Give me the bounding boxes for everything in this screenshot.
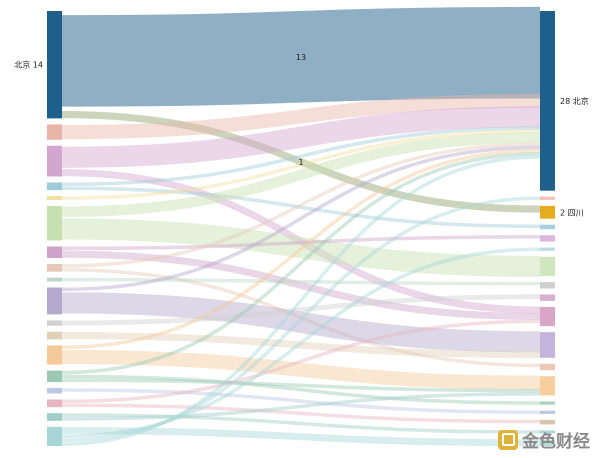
right-node <box>540 11 555 191</box>
flow-link <box>61 196 541 443</box>
flow-link <box>61 319 541 404</box>
flow-link <box>61 374 541 405</box>
flow-link <box>61 294 541 326</box>
left-node <box>47 331 62 340</box>
left-node <box>47 320 62 326</box>
flow-link <box>61 155 541 446</box>
flow-link <box>61 413 541 434</box>
right-node <box>540 294 555 301</box>
right-node <box>540 332 555 358</box>
flow-link <box>61 151 541 375</box>
left-node <box>47 370 62 383</box>
right-node <box>540 363 555 371</box>
right-node <box>540 401 555 405</box>
right-node <box>540 205 555 219</box>
left-node <box>47 124 62 140</box>
flow-link <box>61 218 541 278</box>
right-node-label: 2 四川 <box>560 208 584 217</box>
flow-link <box>61 142 541 268</box>
flow-layer <box>61 6 541 447</box>
flow-link <box>61 6 541 107</box>
flow-link <box>61 106 541 168</box>
flow-link <box>61 427 541 447</box>
left-node <box>47 413 62 421</box>
flow-link <box>61 378 541 393</box>
flow-link <box>61 129 541 200</box>
right-node <box>540 256 555 277</box>
left-node <box>47 345 62 365</box>
right-node <box>540 196 555 200</box>
right-node <box>540 430 555 434</box>
flow-link <box>61 93 541 140</box>
flow-link <box>61 126 541 187</box>
right-node <box>540 224 555 230</box>
flow-link <box>61 392 541 421</box>
flow-link <box>61 267 541 368</box>
watermark: 金色财经 <box>498 427 590 452</box>
label-layer: 13 1 北京 14 28 北京 2 四川 <box>14 53 588 217</box>
right-node <box>540 376 555 396</box>
flow-link <box>61 186 541 229</box>
flow-link <box>61 292 541 353</box>
flow-value-label: 13 <box>296 53 306 62</box>
left-node <box>47 388 62 394</box>
left-node <box>47 277 62 282</box>
left-node <box>47 205 62 241</box>
flow-link <box>61 148 541 350</box>
flow-link <box>61 132 541 218</box>
node-layer <box>47 11 555 446</box>
right-node <box>540 247 555 251</box>
flow-link <box>61 332 541 359</box>
left-node <box>47 246 62 259</box>
right-node-label: 28 北京 <box>560 96 589 106</box>
left-node <box>47 264 62 272</box>
left-node <box>47 287 62 315</box>
right-node <box>540 439 555 446</box>
left-node <box>47 399 62 408</box>
left-node <box>47 11 62 119</box>
flow-link <box>61 235 541 251</box>
right-node <box>540 282 555 289</box>
flow-link <box>61 169 541 314</box>
watermark-text: 金色财经 <box>522 432 590 452</box>
left-node <box>47 196 62 200</box>
left-node <box>47 182 62 191</box>
flow-link <box>61 403 541 424</box>
left-node <box>47 145 62 177</box>
flow-link <box>61 247 541 439</box>
flow-link <box>61 277 541 286</box>
flow-link <box>61 145 541 292</box>
left-node <box>47 426 62 446</box>
flow-link <box>61 111 541 213</box>
right-node <box>540 419 555 425</box>
right-node <box>540 410 555 414</box>
flow-value-label: 1 <box>298 158 303 167</box>
watermark-logo-icon <box>498 429 518 450</box>
flow-link <box>61 388 541 415</box>
left-node-label: 北京 14 <box>14 60 43 70</box>
flow-link <box>61 250 541 321</box>
right-node <box>540 235 555 242</box>
flow-link <box>61 349 541 390</box>
right-node <box>540 306 555 327</box>
